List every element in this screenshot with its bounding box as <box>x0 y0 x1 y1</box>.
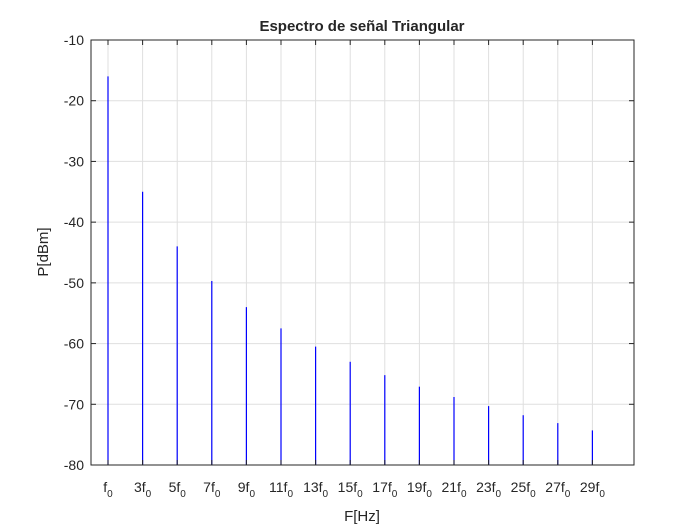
x-tick-label-main: 29f <box>580 479 600 495</box>
x-tick-label-subscript: 0 <box>107 489 113 500</box>
x-tick-label-main: 7f <box>203 479 215 495</box>
x-tick-label-main: 9f <box>238 479 250 495</box>
x-tick-label-subscript: 0 <box>146 489 152 500</box>
x-tick-label: 3f0 <box>134 479 152 500</box>
y-tick-labels: -10 -20 -30 -40 -50 -60 -70 -80 <box>64 32 84 473</box>
x-tick-label: 15f0 <box>338 479 363 500</box>
x-tick-label: 25f0 <box>511 479 536 500</box>
x-tick-label-main: 19f <box>407 479 427 495</box>
x-tick-label-subscript: 0 <box>461 489 467 500</box>
y-tick-label: -20 <box>64 93 84 109</box>
x-tick-label: 27f0 <box>545 479 570 500</box>
x-tick-label: f0 <box>103 479 113 500</box>
x-tick-label: 9f0 <box>238 479 256 500</box>
x-tick-label-subscript: 0 <box>323 489 329 500</box>
y-tick-label: -70 <box>64 396 84 412</box>
x-tick-label-subscript: 0 <box>249 489 255 500</box>
x-tick-label-subscript: 0 <box>357 489 363 500</box>
x-tick-label: 29f0 <box>580 479 605 500</box>
x-tick-label-subscript: 0 <box>392 489 398 500</box>
x-tick-label-main: f <box>103 479 107 495</box>
chart-title: Espectro de señal Triangular <box>259 18 464 35</box>
plot-area <box>91 40 634 465</box>
x-tick-label-main: 21f <box>441 479 461 495</box>
x-tick-label-subscript: 0 <box>565 489 571 500</box>
x-tick-label: 19f0 <box>407 479 432 500</box>
x-tick-label: 7f0 <box>203 479 221 500</box>
x-tick-label-subscript: 0 <box>530 489 536 500</box>
x-tick-label-main: 23f <box>476 479 496 495</box>
x-tick-label-subscript: 0 <box>215 489 221 500</box>
y-tick-label: -80 <box>64 457 84 473</box>
x-tick-label: 5f0 <box>169 479 187 500</box>
x-tick-label-main: 17f <box>372 479 392 495</box>
x-axis-label: F[Hz] <box>344 508 380 525</box>
y-tick-label: -30 <box>64 153 84 169</box>
x-tick-label: 17f0 <box>372 479 397 500</box>
stem-layer <box>107 76 594 465</box>
x-tick-labels: f0 3f0 5f0 7f0 9f0 11f0 13f0 15f0 17f0 19f0 21f0 23… <box>103 479 605 500</box>
y-axis-label: P[dBm] <box>35 227 52 276</box>
x-tick-label-subscript: 0 <box>426 489 432 500</box>
x-tick-label-main: 27f <box>545 479 565 495</box>
axes-frame <box>90 39 635 466</box>
x-tick-label-subscript: 0 <box>287 489 293 500</box>
y-tick-label: -60 <box>64 336 84 352</box>
x-tick-label-subscript: 0 <box>599 489 605 500</box>
x-tick-label-main: 3f <box>134 479 146 495</box>
tick-layer <box>91 39 634 466</box>
y-tick-label: -10 <box>64 32 84 48</box>
x-tick-label-subscript: 0 <box>180 489 186 500</box>
x-tick-label-main: 11f <box>269 479 288 495</box>
x-tick-label: 23f0 <box>476 479 501 500</box>
x-tick-label-main: 13f <box>303 479 323 495</box>
x-tick-label: 13f0 <box>303 479 328 500</box>
x-tick-label-subscript: 0 <box>496 489 502 500</box>
y-tick-label: -50 <box>64 275 84 291</box>
x-tick-label-main: 5f <box>169 479 181 495</box>
x-tick-label-main: 15f <box>338 479 358 495</box>
y-tick-label: -40 <box>64 214 84 230</box>
x-tick-label: 21f0 <box>441 479 466 500</box>
x-tick-label: 11f0 <box>269 479 293 500</box>
x-tick-label-main: 25f <box>511 479 531 495</box>
